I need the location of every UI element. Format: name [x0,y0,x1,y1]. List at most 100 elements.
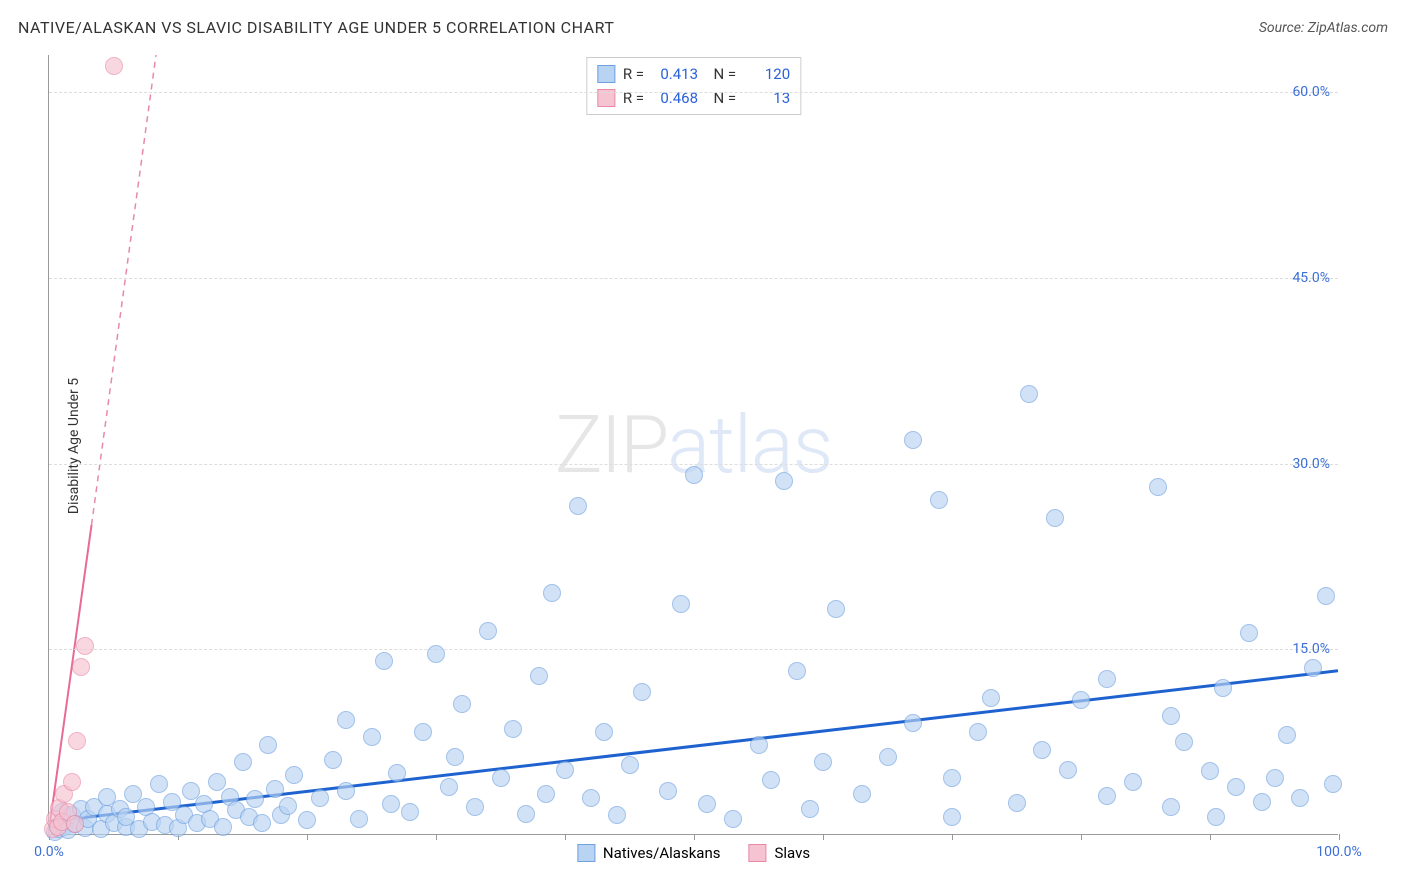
x-tick-label: 100.0% [1316,844,1361,860]
data-point-natives [698,795,716,813]
data-point-natives [904,431,922,449]
legend-n-label: N = [706,86,736,110]
scatter-plot: ZIPatlas R =0.413 N =120R =0.468 N =13 N… [48,55,1338,835]
data-point-natives [1059,761,1077,779]
data-point-natives [530,667,548,685]
data-point-natives [311,789,329,807]
data-point-natives [582,789,600,807]
data-point-slavs [63,773,81,791]
data-point-natives [1162,707,1180,725]
legend-label: Natives/Alaskans [603,844,721,862]
data-point-slavs [68,732,86,750]
y-tick-label: 30.0% [1292,456,1330,472]
source-attribution: Source: ZipAtlas.com [1259,20,1388,36]
data-point-natives [1149,478,1167,496]
data-point-natives [982,689,1000,707]
data-point-natives [1072,691,1090,709]
data-point-natives [1214,679,1232,697]
data-point-natives [1175,733,1193,751]
data-point-natives [259,736,277,754]
y-tick-label: 60.0% [1292,84,1330,100]
data-point-natives [904,714,922,732]
data-point-natives [969,723,987,741]
watermark-part1: ZIP [555,398,667,492]
data-point-natives [150,775,168,793]
data-point-natives [363,728,381,746]
data-point-natives [750,736,768,754]
data-point-natives [659,782,677,800]
x-tick [436,834,437,840]
y-tick-label: 45.0% [1292,270,1330,286]
series-legend: Natives/Alaskans Slavs [577,844,810,862]
legend-swatch [748,844,766,862]
data-point-natives [401,803,419,821]
data-point-natives [930,491,948,509]
x-tick [823,834,824,840]
trend-line [92,55,156,525]
legend-r-value: 0.468 [652,86,698,110]
data-point-natives [853,785,871,803]
data-point-natives [621,756,639,774]
data-point-natives [595,723,613,741]
data-point-natives [1240,624,1258,642]
header: NATIVE/ALASKAN VS SLAVIC DISABILITY AGE … [18,18,1388,37]
data-point-natives [1124,773,1142,791]
data-point-natives [814,753,832,771]
chart-title: NATIVE/ALASKAN VS SLAVIC DISABILITY AGE … [18,18,614,37]
x-tick [565,834,566,840]
data-point-natives [1324,775,1342,793]
x-tick [307,834,308,840]
data-point-natives [1278,726,1296,744]
data-point-natives [1317,587,1335,605]
trend-lines [49,55,1338,834]
data-point-natives [517,805,535,823]
data-point-natives [337,782,355,800]
data-point-natives [775,472,793,490]
data-point-natives [446,748,464,766]
data-point-natives [246,790,264,808]
data-point-natives [1253,793,1271,811]
legend-r-label: R = [623,62,644,86]
legend-n-value: 120 [744,62,790,86]
data-point-natives [253,814,271,832]
data-point-natives [556,761,574,779]
data-point-natives [453,695,471,713]
data-point-natives [504,720,522,738]
x-tick [1081,834,1082,840]
data-point-natives [382,795,400,813]
data-point-natives [1098,670,1116,688]
data-point-natives [879,748,897,766]
data-point-natives [466,798,484,816]
data-point-natives [1266,769,1284,787]
legend-r-label: R = [623,86,644,110]
data-point-natives [537,785,555,803]
data-point-natives [440,778,458,796]
legend-row: R =0.413 N =120 [597,62,790,86]
data-point-slavs [76,637,94,655]
data-point-natives [388,764,406,782]
data-point-natives [492,769,510,787]
legend-label: Slavs [774,844,810,862]
data-point-natives [1046,509,1064,527]
legend-row: R = 0.468 N = 13 [597,86,790,110]
legend-item: Slavs [748,844,810,862]
data-point-natives [479,622,497,640]
data-point-natives [350,810,368,828]
gridline-h [49,649,1338,650]
legend-r-value: 0.413 [652,62,698,86]
data-point-natives [1008,794,1026,812]
data-point-natives [285,766,303,784]
data-point-slavs [72,658,90,676]
data-point-natives [375,652,393,670]
data-point-natives [1304,659,1322,677]
x-tick [1210,834,1211,840]
data-point-natives [943,808,961,826]
data-point-natives [324,751,342,769]
gridline-h [49,92,1338,93]
legend-n-value: 13 [744,86,790,110]
data-point-natives [788,662,806,680]
data-point-natives [414,723,432,741]
x-tick-label: 0.0% [34,844,64,860]
data-point-natives [827,600,845,618]
data-point-natives [943,769,961,787]
